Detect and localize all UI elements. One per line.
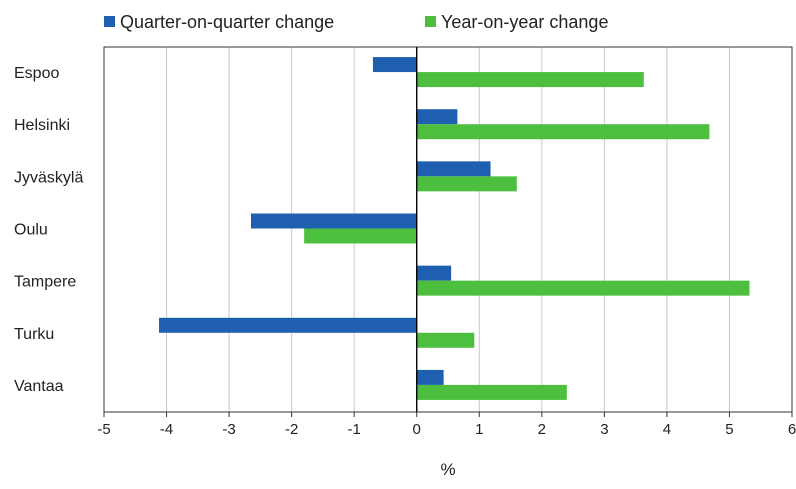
bar-quarter — [416, 161, 491, 177]
x-tick-label: 6 — [788, 421, 796, 438]
x-tick-label: -3 — [222, 421, 235, 438]
bar-year — [416, 176, 517, 192]
bar-quarter — [416, 369, 444, 385]
x-tick-label: 1 — [475, 421, 483, 438]
category-label: Vantaa — [14, 378, 64, 395]
category-label: Turku — [14, 326, 54, 343]
category-label: Tampere — [14, 274, 76, 291]
x-tick-label: -4 — [160, 421, 173, 438]
category-labels: Espoo Helsinki Jyväskylä Oulu Tampere Turku Va… — [14, 65, 83, 395]
x-axis-title: % — [440, 460, 455, 479]
bar-year — [416, 280, 750, 296]
bar-year — [416, 72, 644, 88]
bar-quarter — [250, 213, 417, 229]
bar-quarter — [159, 317, 417, 333]
x-tick-label: 3 — [600, 421, 608, 438]
legend: Quarter-on-quarter change Year-on-year ch… — [104, 12, 608, 32]
x-tick-label: -5 — [97, 421, 110, 438]
legend-swatch — [425, 16, 436, 27]
bar-year — [304, 228, 417, 244]
bar-quarter — [372, 57, 417, 73]
bar-year — [416, 124, 710, 140]
bar-year — [416, 384, 567, 400]
bar-year — [416, 332, 475, 348]
x-tick-label: 5 — [725, 421, 733, 438]
category-label: Oulu — [14, 222, 48, 239]
legend-swatch — [104, 16, 115, 27]
bar-quarter — [416, 265, 452, 281]
bars — [159, 57, 750, 400]
x-tick-label: 0 — [413, 421, 421, 438]
x-tick-label: 2 — [538, 421, 546, 438]
plot-frame — [103, 46, 793, 413]
legend-label: Year-on-year change — [441, 12, 608, 32]
category-label: Jyväskylä — [14, 169, 83, 186]
category-label: Helsinki — [14, 117, 70, 134]
legend-label: Quarter-on-quarter change — [120, 12, 334, 32]
x-tick-label: -1 — [348, 421, 361, 438]
x-tick-label: 4 — [663, 421, 671, 438]
x-axis-ticks: -5 -4 -3 -2 -1 0 1 2 3 4 5 6 — [97, 412, 796, 438]
x-tick-label: -2 — [285, 421, 298, 438]
gridlines — [166, 47, 730, 412]
category-label: Espoo — [14, 65, 59, 82]
bar-quarter — [416, 109, 458, 125]
